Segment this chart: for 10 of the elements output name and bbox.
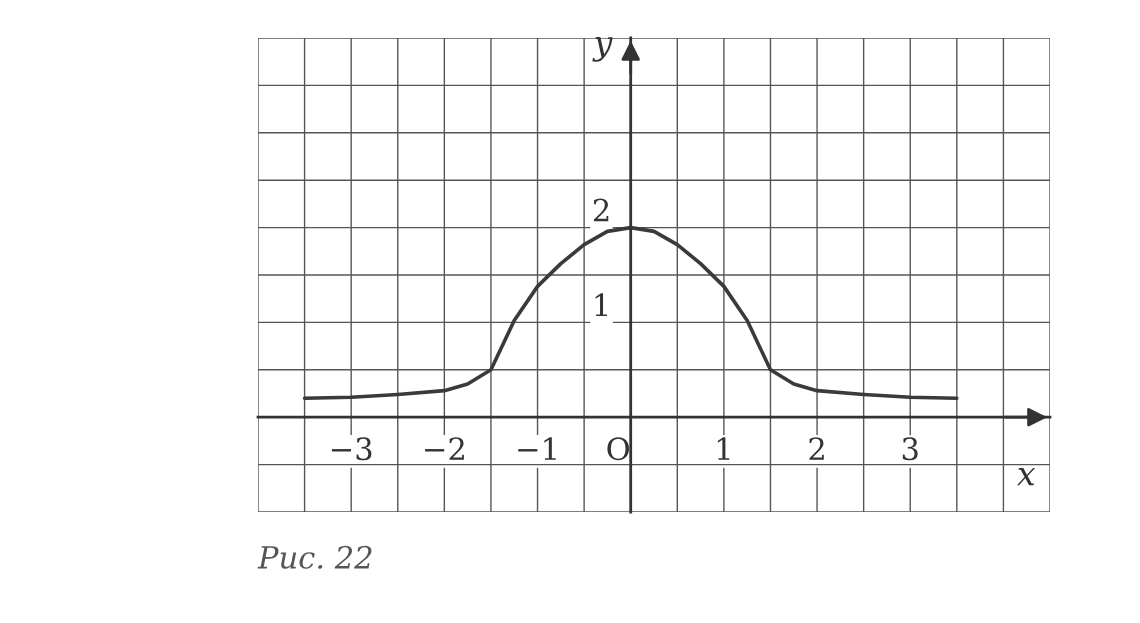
x-tick-label: O	[607, 437, 630, 461]
x-tick-label: −1	[518, 437, 556, 460]
x-tick-label: −3	[331, 437, 372, 461]
x-tick-label: 2	[809, 437, 824, 460]
x-tick-label: −2	[425, 437, 464, 460]
x-tick-label: 1	[717, 437, 730, 460]
y-axis-title: y	[592, 36, 613, 62]
x-axis-title: x	[1016, 467, 1036, 486]
x-tick-label: 3	[902, 437, 918, 461]
text: Рис. 22	[257, 545, 372, 569]
